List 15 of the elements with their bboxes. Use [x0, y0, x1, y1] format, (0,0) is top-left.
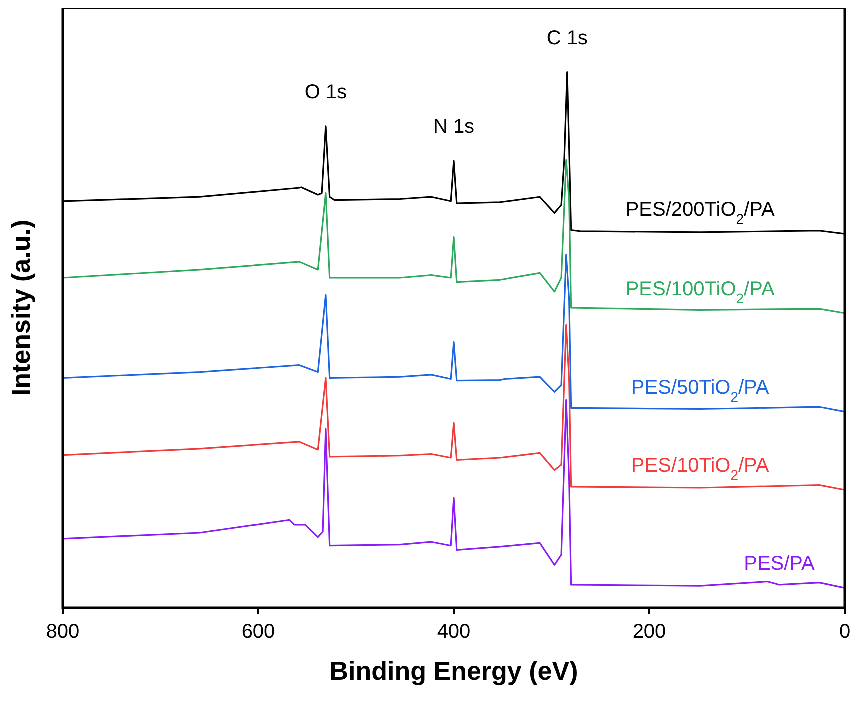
annotation: O 1s — [304, 81, 348, 104]
x-tick-label: 200 — [632, 621, 666, 643]
series-label: PES/200TiO$_{2}$/PA — [626, 199, 776, 228]
x-tick-label: 0 — [839, 621, 851, 643]
series-label: PES/PA — [744, 553, 816, 576]
y-axis-title: Intensity (a.u.) — [6, 220, 36, 396]
annotation: C 1s — [546, 27, 588, 50]
series-label: PES/10TiO$_{2}$/PA — [631, 455, 770, 484]
x-axis-title: Binding Energy (eV) — [330, 656, 578, 686]
series-label: PES/100TiO$_{2}$/PA — [626, 278, 776, 306]
x-tick-label: 800 — [46, 621, 80, 643]
series-label: PES/50TiO$_{2}$/PA — [631, 376, 770, 405]
annotation: N 1s — [433, 116, 475, 138]
x-tick-label: 400 — [437, 621, 471, 643]
x-tick-label: 600 — [242, 621, 276, 643]
